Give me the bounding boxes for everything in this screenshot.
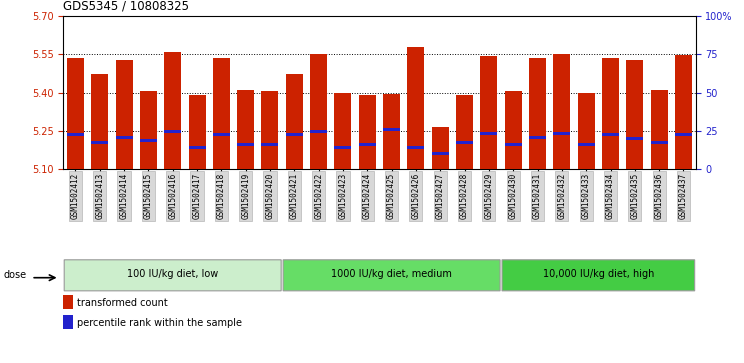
Bar	[188, 95, 205, 169]
Bar	[67, 58, 84, 169]
Bar	[115, 60, 132, 169]
Bar	[602, 58, 619, 169]
Bar	[408, 47, 424, 169]
Bar	[164, 130, 182, 134]
Bar	[675, 133, 692, 136]
Bar	[626, 137, 644, 140]
Bar	[626, 60, 644, 169]
Bar	[577, 93, 594, 169]
Bar	[432, 127, 449, 169]
Bar	[456, 95, 473, 169]
Bar	[335, 93, 351, 169]
Bar	[383, 128, 400, 131]
Bar	[213, 58, 230, 169]
Bar	[261, 143, 278, 146]
Bar	[359, 95, 376, 169]
Bar	[529, 58, 546, 169]
Bar	[554, 54, 571, 169]
Bar	[481, 56, 498, 169]
Bar	[577, 143, 594, 146]
Bar	[237, 143, 254, 146]
Text: dose: dose	[4, 270, 27, 280]
Bar	[481, 132, 498, 135]
Bar	[67, 133, 84, 136]
FancyBboxPatch shape	[64, 260, 281, 291]
Bar	[675, 55, 692, 169]
Bar	[504, 143, 522, 146]
Bar	[188, 146, 205, 149]
Bar	[213, 133, 230, 136]
Bar	[286, 74, 303, 169]
Bar	[456, 140, 473, 144]
Text: percentile rank within the sample: percentile rank within the sample	[77, 318, 242, 328]
Bar	[651, 90, 667, 169]
Bar	[164, 52, 182, 169]
Bar	[554, 132, 571, 135]
Bar	[504, 91, 522, 169]
Bar	[383, 94, 400, 169]
Bar	[529, 135, 546, 139]
Text: 100 IU/kg diet, low: 100 IU/kg diet, low	[127, 269, 218, 279]
Bar	[115, 135, 132, 139]
Bar	[310, 54, 327, 169]
Bar	[92, 74, 108, 169]
Bar	[359, 143, 376, 146]
Bar	[286, 133, 303, 136]
Bar	[335, 146, 351, 149]
Text: 1000 IU/kg diet, medium: 1000 IU/kg diet, medium	[331, 269, 452, 279]
Bar	[261, 91, 278, 169]
Bar	[237, 90, 254, 169]
Text: transformed count: transformed count	[77, 298, 167, 308]
Text: 10,000 IU/kg diet, high: 10,000 IU/kg diet, high	[542, 269, 654, 279]
Bar	[310, 130, 327, 134]
Text: GDS5345 / 10808325: GDS5345 / 10808325	[63, 0, 189, 13]
Bar	[408, 146, 424, 149]
Bar	[651, 140, 667, 144]
Bar	[92, 140, 108, 144]
Bar	[140, 91, 157, 169]
Bar	[432, 152, 449, 155]
FancyBboxPatch shape	[283, 260, 500, 291]
FancyBboxPatch shape	[502, 260, 695, 291]
Bar	[140, 139, 157, 142]
Bar	[602, 133, 619, 136]
